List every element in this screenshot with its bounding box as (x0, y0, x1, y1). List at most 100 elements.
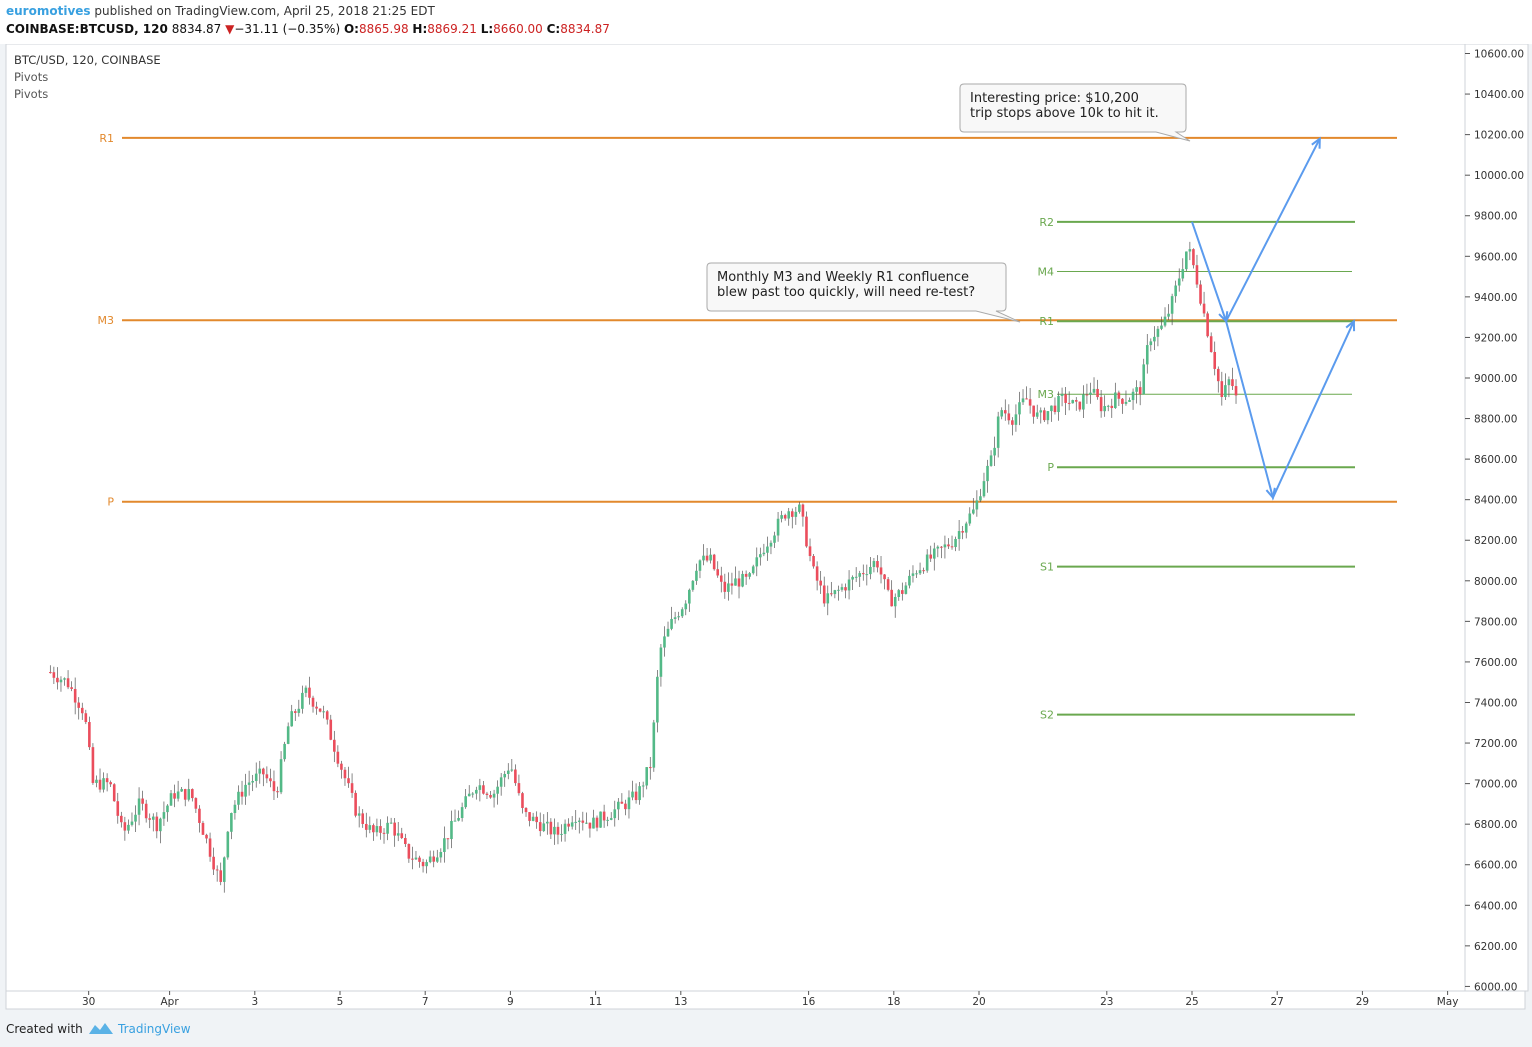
candle-body (599, 811, 602, 828)
y-tick-label: 10600.00 (1474, 49, 1524, 61)
candle-body (453, 820, 457, 822)
candle-body (1099, 397, 1103, 412)
candle-body (670, 618, 673, 629)
candle-body (819, 580, 822, 586)
candle-body (688, 589, 691, 604)
candle-body (1000, 410, 1004, 417)
candle-body (1117, 392, 1121, 399)
projection-arrow-down-head (1345, 319, 1356, 332)
candle-body (908, 575, 911, 586)
candle-body (347, 778, 350, 784)
weekly-pivot-label: P (1047, 461, 1054, 474)
y-tick-label: 9200.00 (1474, 332, 1517, 344)
candle-body (191, 789, 194, 799)
candle-body (585, 822, 588, 824)
candle-body (645, 767, 649, 786)
callout-confluence[interactable]: Monthly M3 and Weekly R1 confluenceblew … (706, 262, 1021, 323)
candle-body (574, 821, 578, 823)
candle-body (112, 784, 116, 802)
candle-body (957, 531, 961, 539)
weekly-pivot-label: M3 (1038, 388, 1055, 401)
candle-body (482, 785, 485, 794)
candle-body (918, 570, 922, 574)
candle-body (730, 583, 734, 586)
candle-body (1224, 385, 1227, 398)
candle-body (59, 679, 63, 683)
x-tick-label: 23 (1100, 996, 1113, 1008)
candle-body (70, 687, 73, 689)
candle-body (49, 672, 52, 674)
candle-body (194, 798, 198, 809)
candle-body (173, 793, 176, 799)
candle-body (861, 573, 865, 575)
candle-body (386, 822, 389, 834)
candle-body (510, 769, 514, 771)
candle-body (88, 722, 91, 748)
candle-body (1153, 336, 1156, 342)
legend-series: BTC/USD, 120, COINBASE (14, 53, 161, 67)
monthly-pivot-label: P (107, 496, 114, 509)
candle-body (176, 791, 180, 799)
candle-body (315, 706, 318, 709)
candle-body (432, 856, 436, 862)
candle-body (641, 785, 645, 787)
monthly-pivot-label: M3 (98, 314, 115, 327)
candle-body (506, 770, 510, 774)
candle-body (496, 786, 499, 794)
tradingview-logo-icon (89, 1023, 113, 1034)
y-tick-label: 8200.00 (1474, 535, 1517, 547)
candle-body (414, 857, 418, 860)
plot-area[interactable] (5, 44, 1466, 992)
author-link[interactable]: euromotives (6, 4, 91, 18)
candle-body (684, 603, 688, 610)
candle-body (1167, 313, 1170, 317)
candle-body (1145, 345, 1149, 365)
candle-body (183, 789, 187, 800)
price-chart[interactable]: 10600.00 10400.00 10200.00 10000.00 9800.00 9… (0, 44, 1532, 1010)
candle-body (638, 786, 641, 801)
candle-body (698, 560, 702, 571)
candle-body (911, 573, 915, 576)
x-tick-label: 18 (887, 996, 900, 1008)
tradingview-link[interactable]: TradingView (118, 1022, 191, 1036)
candle-body (968, 513, 972, 524)
candle-body (301, 692, 304, 709)
candle-body (98, 779, 102, 790)
candle-body (1160, 325, 1163, 329)
down-arrow-icon: ▼ (225, 22, 235, 36)
candle-body (901, 590, 904, 594)
candle-body (748, 573, 751, 577)
price-axis[interactable] (1464, 44, 1529, 992)
y-tick-label: 8800.00 (1474, 414, 1517, 426)
candle-body (780, 515, 783, 519)
last-price: 8834.87 (171, 22, 222, 36)
y-tick-label: 7000.00 (1474, 779, 1517, 791)
candle-body (716, 569, 720, 576)
y-tick-label: 6600.00 (1474, 860, 1517, 872)
candle-body (1028, 399, 1032, 406)
callout-confluence-text: blew past too quickly, will need re-test… (717, 285, 975, 300)
candle-body (1021, 398, 1025, 403)
candle-body (485, 793, 489, 796)
open-value: 8865.98 (358, 22, 409, 36)
candle-body (663, 636, 666, 648)
candle-body (1199, 284, 1202, 304)
candle-body (954, 538, 957, 548)
candle-body (624, 803, 627, 810)
candle-body (134, 814, 137, 822)
time-axis[interactable] (5, 990, 1526, 1010)
candle-body (155, 816, 159, 832)
candle-body (1035, 412, 1039, 417)
candle-body (1043, 410, 1046, 421)
candle-body (1050, 405, 1053, 412)
candle-body (925, 554, 929, 571)
candle-body (109, 782, 112, 785)
y-tick-label: 10000.00 (1474, 170, 1524, 182)
candle-body (776, 518, 780, 536)
y-tick-label: 8400.00 (1474, 495, 1517, 507)
candle-body (719, 575, 723, 582)
candle-body (325, 711, 329, 720)
candle-body (1046, 411, 1050, 421)
candle-body (904, 585, 908, 594)
